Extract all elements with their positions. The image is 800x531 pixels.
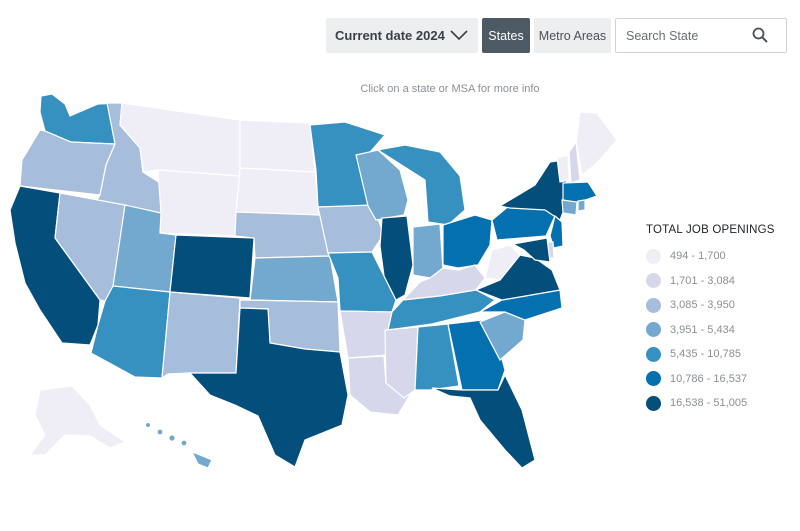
- legend-label: 10,786 - 16,537: [670, 372, 748, 385]
- legend-swatch: [646, 322, 661, 338]
- state-il[interactable]: [379, 215, 414, 301]
- state-ak[interactable]: [28, 385, 127, 456]
- legend-title: TOTAL JOB OPENINGS: [646, 224, 775, 236]
- legend-label: 1,701 - 3,084: [670, 274, 735, 287]
- date-select-label: Current date 2024: [335, 28, 445, 43]
- state-ar[interactable]: [339, 310, 393, 359]
- legend-item: 10,786 - 16,537: [646, 367, 796, 392]
- legend: TOTAL JOB OPENINGS 494 - 1,700 1,701 - 3,…: [646, 224, 796, 416]
- hawaii-islands[interactable]: [146, 423, 187, 446]
- state-al[interactable]: [414, 323, 460, 391]
- state-ct[interactable]: [561, 199, 578, 216]
- state-vt[interactable]: [556, 154, 570, 183]
- state-co[interactable]: [169, 234, 255, 299]
- legend-item: 494 - 1,700: [646, 244, 796, 269]
- state-mi[interactable]: [376, 144, 466, 226]
- state-me[interactable]: [575, 111, 618, 177]
- tab-metro-areas[interactable]: Metro Areas: [534, 18, 611, 53]
- state-wy[interactable]: [157, 169, 241, 237]
- legend-swatch: [646, 371, 661, 387]
- state-md[interactable]: [511, 237, 551, 263]
- state-hi[interactable]: [190, 450, 213, 469]
- state-nj[interactable]: [549, 214, 564, 249]
- search-box: [615, 18, 787, 53]
- state-la[interactable]: [347, 355, 411, 416]
- legend-label: 5,435 - 10,785: [670, 348, 741, 361]
- state-ms[interactable]: [384, 326, 419, 399]
- state-nd[interactable]: [239, 119, 316, 173]
- state-hi-island[interactable]: [181, 440, 187, 446]
- legend-label: 16,538 - 51,005: [670, 397, 748, 410]
- chevron-down-icon: [450, 30, 468, 41]
- state-hi-island[interactable]: [146, 423, 150, 427]
- state-nh[interactable]: [568, 140, 581, 184]
- legend-swatch: [646, 248, 661, 264]
- state-ri[interactable]: [577, 199, 586, 212]
- toolbar: Current date 2024 States Metro Areas: [0, 18, 800, 54]
- state-hi-island[interactable]: [169, 435, 175, 441]
- state-hi-island[interactable]: [157, 429, 163, 435]
- legend-label: 494 - 1,700: [670, 250, 726, 263]
- state-mo[interactable]: [327, 251, 397, 313]
- legend-item: 1,701 - 3,084: [646, 269, 796, 294]
- date-select[interactable]: Current date 2024: [326, 18, 478, 53]
- legend-label: 3,951 - 5,434: [670, 323, 735, 336]
- state-ia[interactable]: [317, 204, 385, 254]
- search-icon[interactable]: [752, 27, 768, 43]
- state-oh[interactable]: [442, 214, 493, 269]
- state-wv[interactable]: [484, 244, 521, 281]
- state-sc[interactable]: [479, 311, 526, 361]
- state-fl[interactable]: [431, 373, 536, 469]
- legend-item: 16,538 - 51,005: [646, 391, 796, 416]
- map-hint: Click on a state or MSA for more info: [360, 83, 540, 95]
- tab-states[interactable]: States: [482, 18, 530, 53]
- state-ma[interactable]: [562, 181, 598, 204]
- legend-label: 3,085 - 3,950: [670, 299, 735, 312]
- legend-swatch: [646, 297, 661, 313]
- legend-item: 3,085 - 3,950: [646, 293, 796, 318]
- state-ks[interactable]: [249, 255, 339, 303]
- legend-item: 3,951 - 5,434: [646, 318, 796, 343]
- state-wi[interactable]: [355, 149, 409, 221]
- legend-item: 5,435 - 10,785: [646, 342, 796, 367]
- legend-swatch: [646, 346, 661, 362]
- state-tx[interactable]: [188, 307, 349, 468]
- state-nm[interactable]: [161, 291, 241, 380]
- search-input[interactable]: [616, 19, 746, 52]
- state-in[interactable]: [412, 223, 444, 279]
- legend-swatch: [646, 273, 661, 289]
- legend-swatch: [646, 395, 661, 411]
